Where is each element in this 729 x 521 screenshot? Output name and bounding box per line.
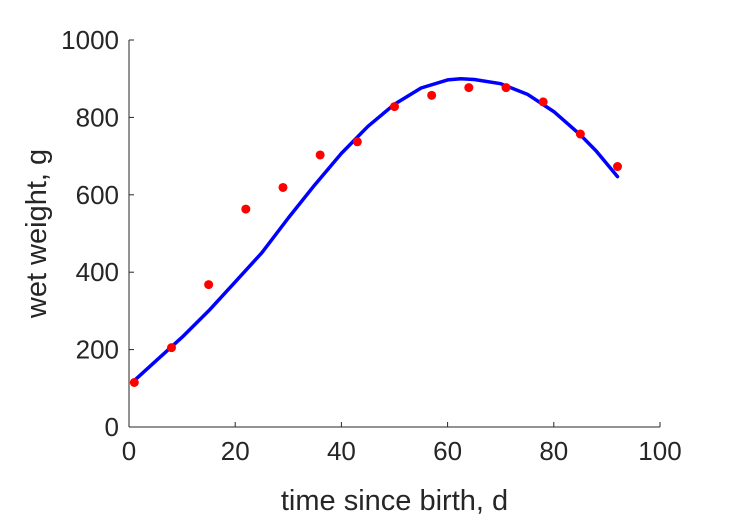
data-point	[129, 377, 139, 387]
y-tick-label: 600	[76, 180, 119, 210]
data-point	[278, 182, 288, 192]
x-tick-label: 60	[433, 436, 462, 466]
x-tick-label: 80	[539, 436, 568, 466]
y-tick-label: 200	[76, 335, 119, 365]
y-tick-label: 1000	[61, 25, 119, 55]
y-tick-label: 0	[105, 412, 119, 442]
x-tick-label: 40	[327, 436, 356, 466]
x-axis-label: time since birth, d	[281, 485, 508, 517]
axes: 0 20 40 60 80 100 0 200 400 600 800 1000	[61, 25, 682, 466]
data-point	[315, 150, 325, 160]
data-point	[166, 343, 176, 353]
x-tick-label: 100	[638, 436, 681, 466]
x-tick-label: 0	[122, 436, 136, 466]
data-point	[464, 83, 474, 93]
data-point	[427, 90, 437, 100]
x-ticks: 0 20 40 60 80 100	[122, 422, 682, 466]
data-point	[575, 129, 585, 139]
plot-area	[129, 76, 623, 387]
data-point	[390, 102, 399, 112]
y-tick-label: 400	[76, 257, 119, 287]
data-point	[352, 137, 362, 147]
data-point	[538, 97, 548, 107]
data-point	[613, 162, 623, 172]
data-point	[204, 280, 214, 290]
y-axis-label: wet weight, g	[21, 149, 53, 319]
y-ticks: 0 200 400 600 800 1000	[61, 25, 134, 442]
fit-curve	[132, 76, 620, 383]
data-point	[501, 83, 511, 93]
data-point	[241, 204, 251, 214]
x-tick-label: 20	[221, 436, 250, 466]
y-tick-label: 800	[76, 102, 119, 132]
